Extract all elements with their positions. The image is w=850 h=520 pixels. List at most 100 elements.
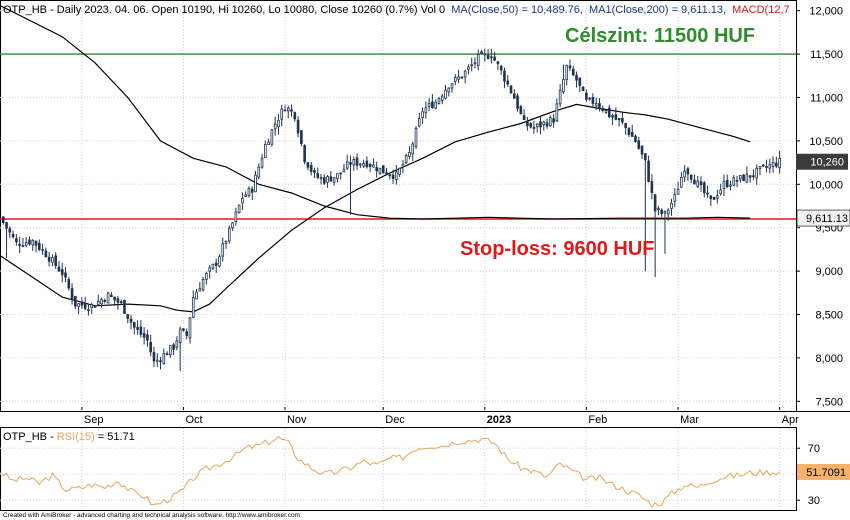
candle-up <box>417 118 421 127</box>
candle-down <box>34 240 38 246</box>
candle-up <box>96 300 100 306</box>
candle-down <box>539 121 542 128</box>
rsi-value-badge: 51.7091 <box>806 467 846 479</box>
candle-down <box>578 77 582 86</box>
candle-up <box>90 304 94 308</box>
candle-up <box>227 227 231 242</box>
candle-up <box>87 309 90 311</box>
chart-title: OTP_HB - Daily 2023. 04. 06. Open 10190,… <box>3 4 445 16</box>
candle-up <box>218 256 221 267</box>
candle-down <box>80 301 84 306</box>
candle-down <box>490 56 493 59</box>
current-price-badge: 10,260 <box>810 157 844 169</box>
time-axis: Sep Oct Nov Dec 2023 Feb Mar Apr <box>81 407 799 426</box>
candle-down <box>349 162 352 165</box>
candle-up <box>345 161 349 169</box>
candle-down <box>761 164 765 167</box>
candle-down <box>146 334 149 341</box>
candle-up <box>208 267 211 272</box>
candle-up <box>758 165 762 169</box>
candle-down <box>54 255 57 267</box>
candle-down <box>529 123 532 128</box>
candle-down <box>699 181 703 186</box>
candle-down <box>303 145 306 163</box>
candle-down <box>496 61 500 65</box>
candle-up <box>447 87 451 93</box>
candle-up <box>732 177 736 186</box>
candle-down <box>214 262 218 266</box>
candle-up <box>562 79 565 93</box>
candle-down <box>83 303 87 309</box>
ma200-badge: 9,611.13 <box>806 213 848 225</box>
candle-up <box>195 291 198 300</box>
candle-up <box>440 95 444 101</box>
candle-down <box>506 80 510 85</box>
candle-down <box>283 109 287 112</box>
candle-down <box>503 70 506 82</box>
price-tick-label: 8,500 <box>815 310 843 322</box>
rsi-value-badge-bg <box>797 463 850 480</box>
candle-up <box>549 117 552 127</box>
rsi-value: = 51.71 <box>95 431 135 443</box>
rsi-label: OTP_HB - <box>3 431 57 443</box>
candle-up <box>175 340 179 348</box>
candle-down <box>381 165 385 174</box>
candle-down <box>365 160 369 168</box>
candle-up <box>31 239 35 246</box>
candle-down <box>640 145 644 155</box>
candle-up <box>745 173 749 183</box>
price-tick-label: 10,500 <box>809 136 843 148</box>
candle-up <box>404 155 408 164</box>
candle-up <box>41 249 44 252</box>
price-tick-label: 7,500 <box>815 396 843 408</box>
candle-down <box>607 107 611 118</box>
candle-down <box>522 115 526 120</box>
candle-up <box>286 107 290 112</box>
candle-down <box>614 114 618 120</box>
candle-up <box>454 76 457 82</box>
candle-down <box>391 174 395 179</box>
candlesticks <box>1 48 781 371</box>
candle-up <box>421 111 424 118</box>
candle-down <box>545 122 549 127</box>
candle-down <box>634 135 637 142</box>
candle-down <box>660 209 663 214</box>
level-lines <box>0 53 796 220</box>
candle-up <box>178 328 182 343</box>
candle-down <box>601 108 605 111</box>
candle-down <box>486 54 490 59</box>
candle-up <box>437 98 441 104</box>
time-tick-label: Sep <box>84 414 104 426</box>
candle-down <box>591 97 595 104</box>
candle-down <box>509 85 513 94</box>
candle-up <box>100 299 103 305</box>
candle-down <box>637 140 641 149</box>
time-tick-label: Nov <box>287 414 307 426</box>
candle-up <box>768 164 772 169</box>
candle-down <box>159 360 162 363</box>
candle-up <box>270 129 274 145</box>
candle-down <box>516 95 519 109</box>
candle-down <box>493 56 496 61</box>
candle-up <box>398 168 401 175</box>
candle-up <box>254 174 257 193</box>
time-tick-label: Mar <box>680 414 699 426</box>
candle-up <box>224 241 228 244</box>
candle-down <box>64 272 67 278</box>
candle-down <box>293 112 297 120</box>
candle-down <box>313 170 316 173</box>
candle-down <box>611 115 614 118</box>
candle-down <box>693 179 696 185</box>
target-annotation: Célszint: 11500 HUF <box>565 25 755 47</box>
candle-down <box>480 51 483 54</box>
candle-down <box>581 86 585 92</box>
ma200-line <box>0 4 751 220</box>
candle-down <box>552 118 555 123</box>
price-gridlines <box>0 2 796 410</box>
candle-down <box>499 65 503 71</box>
candle-down <box>735 179 739 182</box>
candle-down <box>575 74 578 81</box>
candle-down <box>526 121 529 127</box>
candle-down <box>702 182 706 194</box>
